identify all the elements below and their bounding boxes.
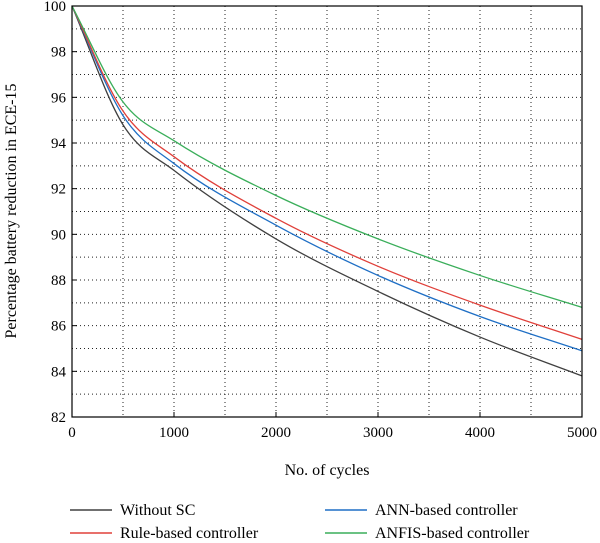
y-tick-label: 98 <box>51 45 66 61</box>
x-tick-label: 3000 <box>363 425 393 441</box>
y-tick-label: 88 <box>51 273 66 289</box>
plot-frame <box>71 5 583 418</box>
x-tick-label: 0 <box>68 425 76 441</box>
legend: Without SC Rule-based controller ANN-based… <box>70 502 530 542</box>
y-tick-label: 94 <box>51 136 67 152</box>
y-tick-label: 84 <box>51 364 67 380</box>
x-tick-label: 1000 <box>159 425 189 441</box>
series-line-rule-based-controller <box>71 5 583 340</box>
x-axis-title: No. of cycles <box>285 462 370 479</box>
grid <box>72 6 582 417</box>
x-tick-label: 5000 <box>567 425 597 441</box>
series-line-ann-based-controller <box>71 5 583 352</box>
y-axis-title: Percentage battery reduction in ECE-15 <box>3 83 20 338</box>
legend-label: ANN-based controller <box>375 502 518 519</box>
y-tick-label: 86 <box>51 319 67 335</box>
x-tick-label: 2000 <box>261 425 291 441</box>
y-tick-label: 96 <box>51 90 67 106</box>
legend-label: Without SC <box>120 502 195 519</box>
y-tick-label: 82 <box>51 410 66 426</box>
series-line-without-sc <box>71 5 583 377</box>
ticks: 0 1000 2000 3000 4000 5000 82 84 86 88 90 92 94 96 98 1… <box>44 0 598 441</box>
legend-label: Rule-based controller <box>120 525 259 542</box>
legend-label: ANFIS-based controller <box>375 525 530 542</box>
x-tick-label: 4000 <box>465 425 495 441</box>
series-line-anfis-based-controller <box>71 5 583 309</box>
series-group <box>71 5 583 377</box>
y-tick-label: 100 <box>44 0 67 15</box>
y-tick-label: 90 <box>51 227 66 243</box>
y-tick-label: 92 <box>51 182 66 198</box>
